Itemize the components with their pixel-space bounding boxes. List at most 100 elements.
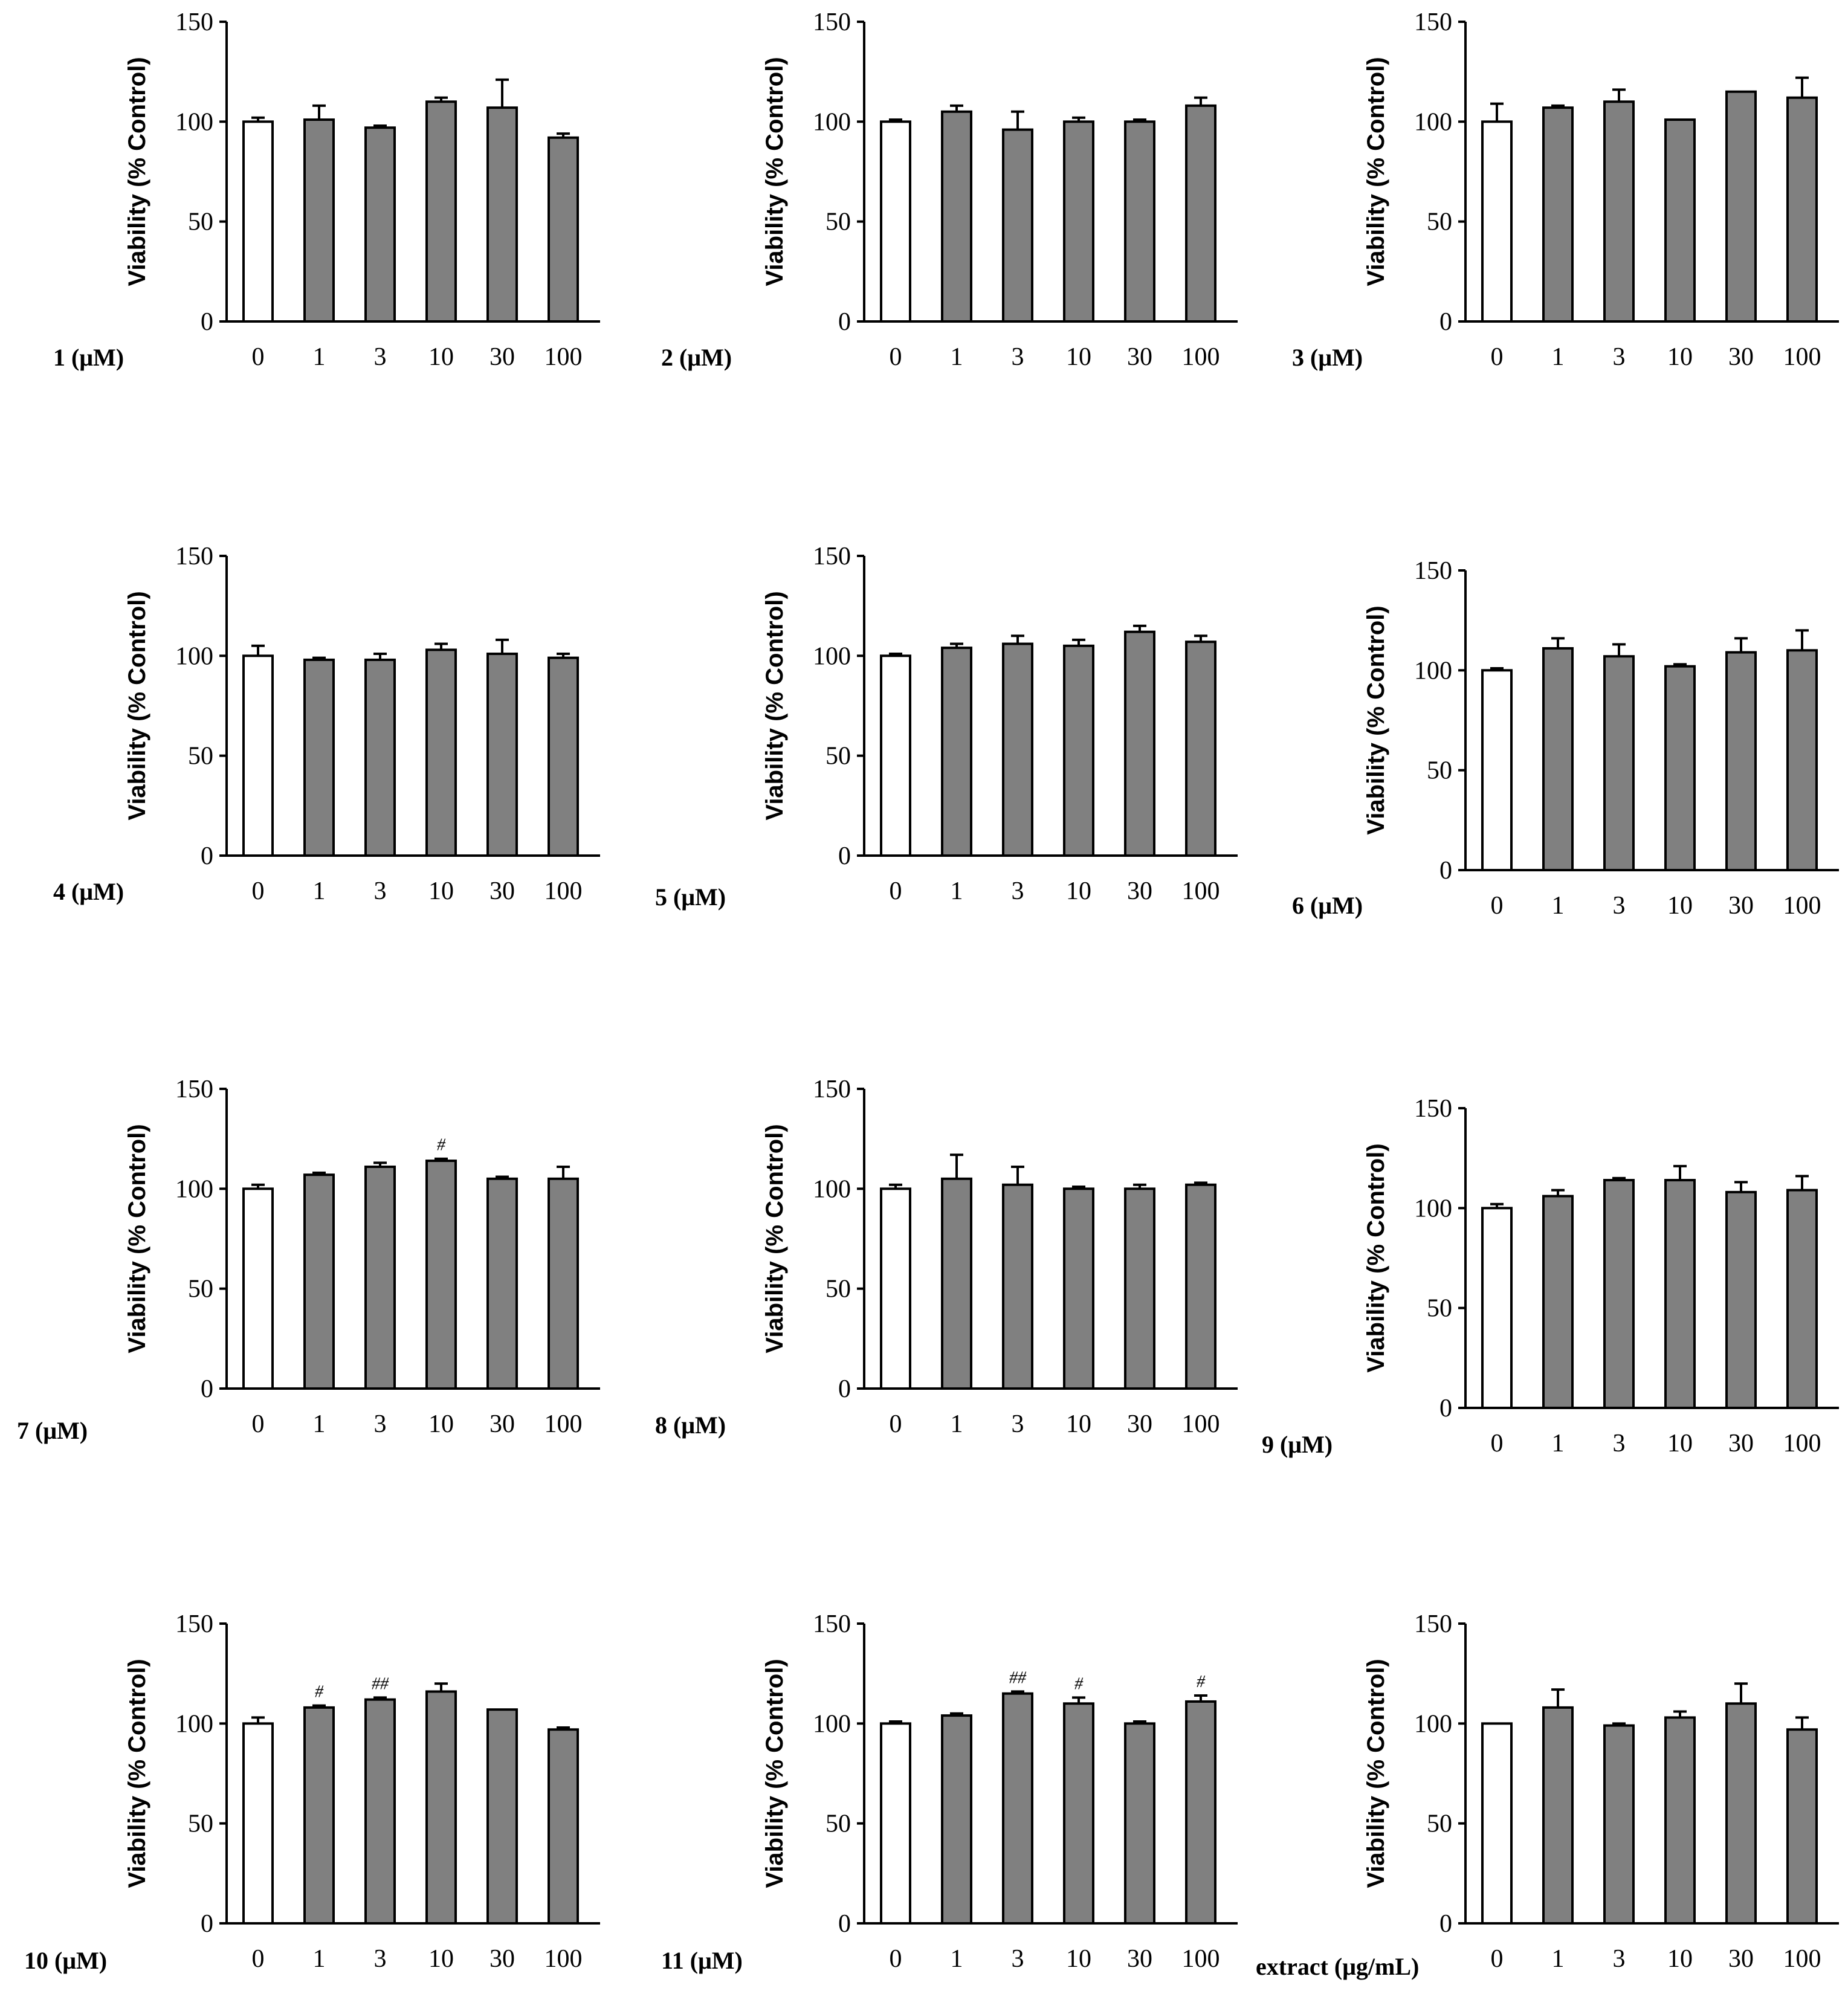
x-tick-label: 3: [1012, 1410, 1024, 1438]
bar: [1002, 642, 1033, 857]
x-tick-label: 30: [489, 877, 515, 905]
y-tick-label: 50: [825, 1810, 851, 1838]
significance-mark: #: [315, 1683, 324, 1702]
bar: [425, 1690, 457, 1925]
bar: [1124, 1722, 1155, 1925]
x-tick-label: 3: [1613, 1430, 1626, 1457]
chart-panel-2: 0 50 100 150 Viability (% Control) 0 1 3 10 30 100…: [661, 8, 1238, 371]
bar: [364, 1698, 396, 1925]
y-tick-label: 50: [188, 208, 213, 236]
bar: [1664, 665, 1696, 871]
condition-label: 1 (μM): [53, 344, 124, 371]
bar: [425, 648, 457, 857]
y-tick-label: 150: [813, 8, 851, 36]
bar: [1063, 644, 1094, 857]
bar: [1481, 1207, 1513, 1410]
x-tick-label: 1: [313, 343, 326, 371]
y-axis-label: Viability (% Control): [761, 57, 788, 286]
y-tick-label: 0: [201, 1375, 213, 1403]
bar: [1725, 651, 1757, 872]
y-tick-label: 150: [1414, 8, 1452, 36]
bar: [1603, 1724, 1635, 1925]
x-tick-label: 0: [252, 343, 265, 371]
bar: [242, 1187, 274, 1390]
bar: [1481, 1722, 1513, 1925]
y-tick-label: 100: [813, 1175, 851, 1203]
y-tick-label: 0: [1439, 308, 1452, 336]
y-axis-label: Viability (% Control): [761, 1659, 788, 1888]
condition-label: 3 (μM): [1292, 344, 1363, 371]
bar: [425, 1160, 457, 1390]
chart-panel-5: 0 50 100 150 Viability (% Control) 0 1 3 10 30 100…: [655, 543, 1238, 911]
y-tick-label: 50: [825, 208, 851, 236]
bar: [941, 1714, 972, 1925]
chart-panel-1: 0 50 100 150 Viability (% Control) 0 1 3 10 30 100…: [53, 8, 600, 371]
y-tick-label: 150: [813, 1610, 851, 1638]
x-tick-label: 100: [544, 877, 583, 905]
bar: [1185, 1183, 1216, 1390]
y-axis-label: Viability (% Control): [1363, 1659, 1389, 1888]
y-tick-label: 150: [813, 543, 851, 570]
bar: [242, 654, 274, 857]
y-tick-label: 0: [838, 308, 851, 336]
y-tick-label: 0: [838, 842, 851, 870]
x-tick-label: 10: [1667, 892, 1693, 920]
bar: [880, 1187, 911, 1390]
x-tick-label: 0: [890, 1945, 902, 1973]
x-tick-label: 3: [1012, 1945, 1024, 1973]
bar: [486, 106, 518, 323]
bar: [1124, 120, 1155, 323]
bar: [1063, 1187, 1094, 1390]
y-tick-label: 50: [825, 1276, 851, 1303]
bar: [1664, 1716, 1696, 1925]
bar: [1603, 655, 1635, 871]
y-tick-label: 50: [825, 743, 851, 770]
y-tick-label: 100: [175, 642, 213, 670]
bar: [1664, 118, 1696, 323]
y-tick-label: 0: [1439, 1395, 1452, 1422]
significance-mark: ##: [372, 1674, 389, 1693]
y-tick-label: 100: [1414, 1195, 1452, 1222]
x-tick-label: 30: [1127, 1945, 1152, 1973]
y-tick-label: 0: [201, 308, 213, 336]
x-tick-label: 30: [489, 1945, 515, 1973]
y-tick-label: 150: [1414, 1095, 1452, 1123]
y-tick-label: 150: [175, 1076, 213, 1103]
x-tick-label: 100: [1182, 1945, 1220, 1973]
x-tick-label: 30: [1127, 343, 1152, 371]
significance-mark: #: [1074, 1674, 1084, 1693]
x-tick-label: 100: [1783, 892, 1821, 920]
condition-label: 6 (μM): [1292, 892, 1363, 919]
y-tick-label: 100: [175, 1710, 213, 1738]
bar: [364, 1165, 396, 1390]
x-tick-label: 3: [374, 1945, 387, 1973]
bar: [941, 1177, 972, 1390]
y-tick-label: 50: [188, 1276, 213, 1303]
bar: [1786, 1728, 1818, 1925]
x-tick-label: 1: [951, 877, 963, 905]
y-axis-label: Viability (% Control): [1363, 605, 1389, 834]
y-tick-label: 150: [1414, 557, 1452, 585]
bar: [1481, 669, 1513, 872]
bar: [242, 1722, 274, 1925]
x-tick-label: 100: [1182, 343, 1220, 371]
bar: [1124, 1187, 1155, 1390]
bar: [1725, 1702, 1757, 1925]
bar: [486, 1177, 518, 1390]
x-tick-label: 1: [1552, 1430, 1565, 1457]
y-tick-label: 50: [188, 1810, 213, 1838]
x-tick-label: 30: [1728, 1430, 1754, 1457]
condition-label: 7 (μM): [17, 1417, 88, 1444]
bar: [548, 1728, 579, 1925]
bar: [1603, 1179, 1635, 1410]
condition-label: 8 (μM): [655, 1412, 726, 1439]
x-tick-label: 10: [428, 1410, 454, 1438]
bar: [1185, 641, 1216, 857]
x-tick-label: 0: [1491, 1945, 1504, 1973]
y-tick-label: 100: [1414, 657, 1452, 685]
y-tick-label: 150: [813, 1076, 851, 1103]
x-tick-label: 3: [374, 877, 387, 905]
condition-label: 2 (μM): [661, 344, 732, 371]
y-tick-label: 50: [188, 743, 213, 770]
x-tick-label: 0: [890, 1410, 902, 1438]
